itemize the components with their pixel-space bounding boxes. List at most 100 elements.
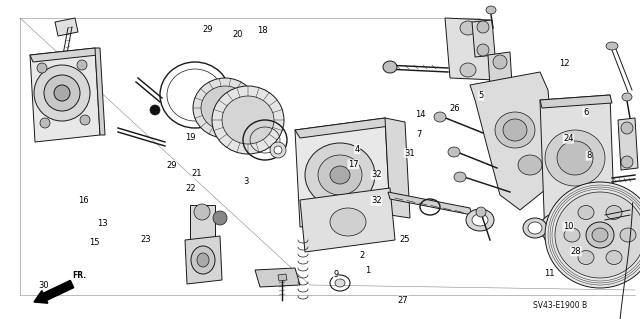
Polygon shape: [295, 118, 390, 138]
Ellipse shape: [270, 142, 286, 158]
Ellipse shape: [545, 182, 640, 288]
Polygon shape: [278, 274, 287, 281]
Polygon shape: [95, 48, 105, 135]
Ellipse shape: [34, 65, 90, 121]
Ellipse shape: [621, 156, 633, 168]
Text: 29: 29: [203, 25, 213, 34]
Ellipse shape: [493, 55, 507, 69]
Ellipse shape: [197, 253, 209, 267]
Ellipse shape: [622, 93, 632, 101]
Polygon shape: [470, 72, 552, 210]
Text: 18: 18: [257, 26, 268, 35]
Text: 22: 22: [186, 184, 196, 193]
Ellipse shape: [460, 63, 476, 77]
Ellipse shape: [620, 228, 636, 242]
Ellipse shape: [305, 143, 375, 207]
Text: 14: 14: [415, 110, 426, 119]
Ellipse shape: [212, 86, 284, 154]
Ellipse shape: [37, 63, 47, 73]
Polygon shape: [540, 95, 615, 240]
Text: 17: 17: [348, 160, 358, 169]
Ellipse shape: [477, 44, 489, 56]
Ellipse shape: [621, 122, 633, 134]
Ellipse shape: [528, 222, 542, 234]
Ellipse shape: [540, 213, 576, 243]
Ellipse shape: [201, 86, 249, 130]
Ellipse shape: [330, 208, 366, 236]
Text: 19: 19: [186, 133, 196, 142]
Polygon shape: [55, 18, 78, 36]
Ellipse shape: [477, 21, 489, 33]
Text: FR.: FR.: [72, 271, 86, 280]
Ellipse shape: [606, 42, 618, 50]
Text: 24: 24: [563, 134, 573, 143]
Polygon shape: [540, 95, 612, 108]
Polygon shape: [30, 48, 100, 142]
Ellipse shape: [194, 204, 210, 220]
Ellipse shape: [606, 250, 622, 264]
Polygon shape: [295, 118, 390, 227]
Ellipse shape: [460, 21, 476, 35]
Text: 4: 4: [355, 145, 360, 154]
Polygon shape: [445, 18, 495, 80]
Ellipse shape: [557, 141, 593, 175]
Ellipse shape: [592, 228, 608, 242]
Text: 15: 15: [90, 238, 100, 247]
Ellipse shape: [318, 155, 362, 195]
Text: 6: 6: [583, 108, 588, 117]
Ellipse shape: [548, 220, 568, 236]
Ellipse shape: [493, 88, 507, 102]
Ellipse shape: [578, 250, 594, 264]
Ellipse shape: [586, 222, 614, 248]
FancyArrow shape: [34, 280, 74, 303]
Text: 31: 31: [404, 149, 415, 158]
Polygon shape: [618, 118, 638, 170]
Polygon shape: [388, 192, 472, 215]
Ellipse shape: [564, 228, 580, 242]
Text: 7: 7: [417, 130, 422, 139]
Polygon shape: [255, 268, 300, 287]
Text: 3: 3: [244, 177, 249, 186]
Text: 1: 1: [365, 266, 371, 275]
Text: 8: 8: [586, 151, 591, 160]
Polygon shape: [190, 205, 215, 265]
Ellipse shape: [40, 118, 50, 128]
Text: 26: 26: [449, 104, 460, 113]
Ellipse shape: [518, 155, 542, 175]
Ellipse shape: [466, 209, 494, 231]
Ellipse shape: [44, 75, 80, 111]
Ellipse shape: [448, 147, 460, 157]
Ellipse shape: [54, 85, 70, 101]
Text: 21: 21: [192, 169, 202, 178]
Ellipse shape: [555, 192, 640, 278]
Text: 30: 30: [38, 281, 49, 290]
Text: 16: 16: [78, 197, 88, 205]
Text: 32: 32: [371, 170, 381, 179]
Text: 23: 23: [141, 235, 151, 244]
Text: 25: 25: [399, 235, 410, 244]
Ellipse shape: [191, 246, 215, 274]
Ellipse shape: [213, 211, 227, 225]
Ellipse shape: [578, 205, 594, 219]
Ellipse shape: [80, 115, 90, 125]
Ellipse shape: [454, 172, 466, 182]
Ellipse shape: [523, 218, 547, 238]
Text: 11: 11: [544, 269, 554, 278]
Text: 9: 9: [333, 270, 339, 279]
Text: 13: 13: [97, 219, 108, 228]
Ellipse shape: [434, 112, 446, 122]
Polygon shape: [185, 236, 222, 284]
Text: 5: 5: [479, 91, 484, 100]
Ellipse shape: [77, 60, 87, 70]
Text: 28: 28: [571, 247, 581, 256]
Polygon shape: [488, 52, 513, 103]
Ellipse shape: [606, 205, 622, 219]
Polygon shape: [385, 118, 410, 218]
Ellipse shape: [472, 214, 488, 226]
Polygon shape: [30, 48, 98, 62]
Ellipse shape: [503, 119, 527, 141]
Ellipse shape: [486, 6, 496, 14]
Polygon shape: [300, 188, 395, 252]
Ellipse shape: [222, 96, 274, 144]
Text: 10: 10: [563, 222, 573, 231]
